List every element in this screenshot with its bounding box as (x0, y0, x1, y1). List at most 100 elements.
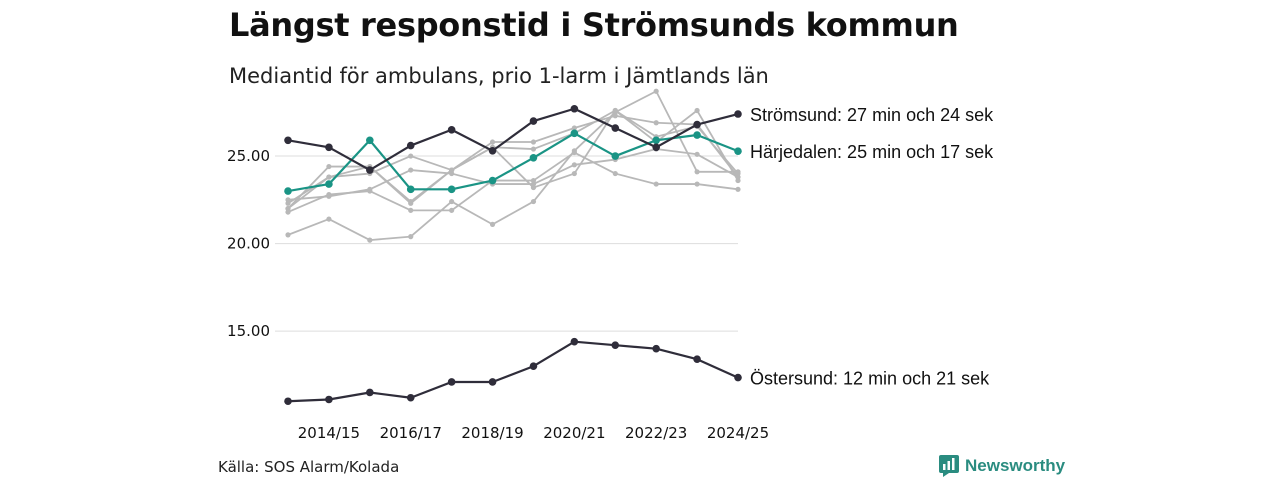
x-tick-label: 2016/17 (380, 424, 442, 442)
data-point-harjedalen (406, 185, 415, 194)
x-tick-label: 2014/15 (298, 424, 360, 442)
data-point-stromsund (611, 124, 620, 132)
data-point-kommun-a (530, 146, 537, 152)
data-point-kommun-f (735, 170, 741, 177)
data-point-kommun-e (571, 148, 577, 154)
data-point-stromsund (488, 146, 497, 155)
data-point-kommun-b (653, 181, 659, 187)
data-point-stromsund (570, 104, 579, 113)
data-point-kommun-d (408, 167, 414, 173)
newsworthy-logo-icon (939, 455, 959, 477)
data-point-kommun-b (735, 186, 741, 192)
data-point-stromsund (325, 143, 333, 152)
series-line-kommun-a (287, 109, 739, 210)
data-point-ostersund (284, 397, 292, 406)
data-point-kommun-e (449, 198, 455, 205)
data-point-stromsund (406, 141, 415, 150)
data-point-ostersund (529, 362, 538, 371)
data-point-kommun-b (408, 207, 414, 213)
data-point-harjedalen (652, 136, 660, 145)
data-point-kommun-d (326, 193, 332, 199)
data-point-kommun-a (326, 163, 332, 170)
x-tick-label: 2024/25 (707, 424, 769, 442)
x-tick-label: 2022/23 (625, 424, 687, 442)
data-point-ostersund (693, 355, 701, 364)
series-line-harjedalen (287, 132, 739, 193)
data-point-kommun-f (326, 174, 332, 180)
data-point-kommun-f (449, 167, 455, 173)
series-line-kommun-c (287, 114, 739, 205)
data-point-kommun-f (571, 170, 577, 177)
data-point-kommun-e (326, 216, 332, 222)
data-point-kommun-c (489, 139, 496, 145)
data-point-harjedalen (611, 152, 620, 160)
chart-title: Längst responstid i Strömsunds kommun (229, 6, 959, 44)
data-point-kommun-e (653, 88, 659, 94)
series-line-kommun-d (287, 148, 739, 201)
data-point-kommun-f (408, 200, 414, 206)
chart-subtitle: Mediantid för ambulans, prio 1-larm i Jä… (229, 64, 769, 88)
y-tick-label: 15.00 (227, 322, 270, 340)
data-point-kommun-b (694, 181, 700, 187)
end-label-stromsund: Strömsund: 27 min och 24 sek (750, 105, 994, 125)
data-point-harjedalen (734, 147, 742, 155)
data-point-ostersund (488, 378, 497, 386)
data-point-ostersund (325, 395, 333, 404)
data-point-kommun-e (408, 234, 414, 240)
data-point-kommun-c (530, 139, 537, 145)
data-point-ostersund (366, 388, 374, 397)
data-point-harjedalen (366, 136, 374, 145)
y-tick-label: 20.00 (227, 235, 270, 253)
data-point-kommun-e (489, 221, 496, 227)
data-point-kommun-f (530, 184, 537, 191)
data-point-kommun-b (449, 207, 455, 213)
data-point-stromsund (447, 125, 456, 134)
data-point-kommun-d (694, 151, 700, 157)
data-point-kommun-e (285, 232, 291, 238)
data-point-stromsund (284, 136, 292, 145)
data-point-harjedalen (570, 129, 579, 138)
data-point-kommun-e (367, 237, 373, 243)
y-tick-label: 25.00 (227, 147, 270, 165)
data-point-kommun-b (612, 170, 618, 177)
data-point-ostersund (447, 378, 456, 386)
data-point-kommun-c (653, 120, 659, 126)
source-note: Källa: SOS Alarm/Kolada (218, 458, 400, 476)
data-point-ostersund (734, 373, 742, 382)
data-point-harjedalen (447, 185, 456, 194)
brand-logo: Newsworthy (939, 455, 1065, 477)
data-point-kommun-d (367, 186, 373, 192)
end-label-ostersund: Östersund: 12 min och 21 sek (750, 369, 990, 389)
data-point-stromsund (652, 143, 660, 152)
data-point-stromsund (529, 117, 538, 125)
data-point-ostersund (406, 393, 415, 402)
x-tick-label: 2018/19 (461, 424, 523, 442)
data-point-stromsund (693, 120, 701, 129)
data-point-harjedalen (488, 176, 497, 185)
data-point-harjedalen (693, 131, 701, 139)
data-point-kommun-a (694, 107, 700, 114)
data-point-kommun-e (694, 169, 700, 175)
series-line-stromsund (287, 107, 739, 172)
data-point-kommun-e (530, 198, 537, 205)
data-point-kommun-c (571, 125, 577, 131)
series-line-ostersund (287, 340, 739, 403)
data-point-kommun-f (612, 107, 618, 114)
series-line-kommun-b (287, 151, 739, 213)
series-line-kommun-f (287, 109, 739, 210)
data-point-ostersund (570, 337, 579, 346)
data-point-harjedalen (325, 180, 333, 188)
end-label-harjedalen: Härjedalen: 25 min och 17 sek (750, 142, 994, 162)
data-point-stromsund (366, 166, 374, 174)
data-point-kommun-d (285, 197, 291, 203)
x-tick-label: 2020/21 (543, 424, 605, 442)
data-point-kommun-d (571, 162, 577, 168)
series-line-kommun-e (287, 90, 738, 242)
data-point-harjedalen (284, 187, 292, 195)
brand-name: Newsworthy (965, 456, 1066, 475)
data-point-ostersund (652, 344, 660, 353)
data-point-kommun-f (285, 205, 291, 212)
data-point-kommun-c (408, 153, 414, 159)
data-point-ostersund (611, 341, 620, 349)
